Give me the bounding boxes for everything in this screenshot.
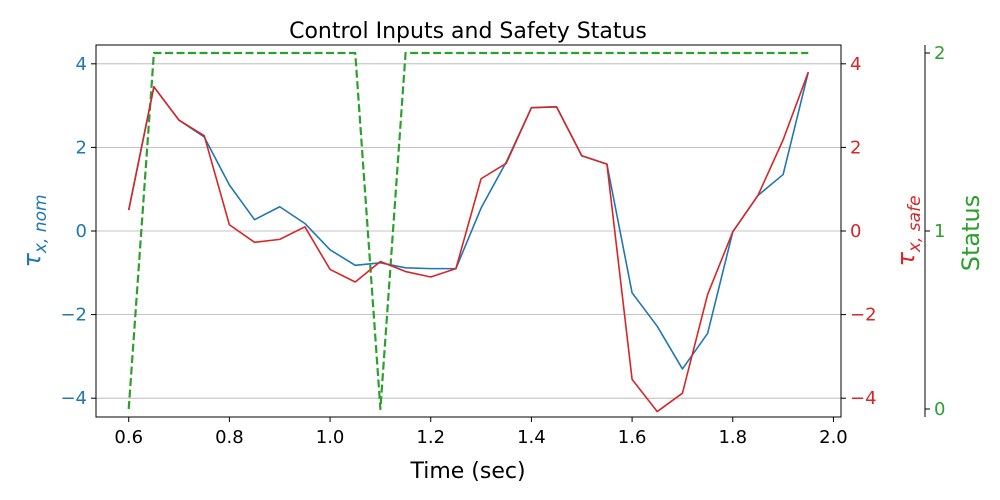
left-tick-label: 4 (76, 54, 87, 75)
status-tick-label: 0 (934, 399, 945, 420)
status-tick-label: 2 (934, 43, 945, 64)
grid-lines (96, 63, 841, 399)
x-tick-label: 1.2 (416, 427, 445, 448)
right-tick-label: −2 (850, 305, 877, 326)
chart-title: Control Inputs and Safety Status (289, 19, 647, 44)
left-tick-label: −4 (60, 388, 87, 409)
status-axis-ticks: 0 1 2 (925, 43, 945, 420)
x-axis-label: Time (sec) (409, 459, 525, 484)
series-line-nom (127, 71, 810, 370)
series-line-status (127, 51, 809, 411)
left-axis-label: τx, nom (18, 194, 51, 267)
right-tick-label: 4 (850, 54, 861, 75)
status-axis-label: Status (957, 195, 985, 271)
svg-text:τx, safe: τx, safe (892, 195, 925, 266)
left-axis-ticks: −4 −2 0 2 4 (60, 54, 96, 409)
right-tick-label: 0 (850, 221, 861, 242)
status-axis-label-text: Status (957, 195, 985, 271)
left-axis-label-sub: x, nom (31, 194, 51, 254)
right-axis-label: τx, safe (892, 195, 925, 266)
left-tick-label: −2 (60, 305, 87, 326)
right-axis-label-sub: x, safe (905, 195, 925, 253)
x-tick-label: 0.6 (114, 427, 143, 448)
right-tick-label: −4 (850, 388, 877, 409)
x-tick-label: 1.8 (718, 427, 747, 448)
status-tick-label: 1 (934, 221, 945, 242)
x-axis-ticks: 0.6 0.8 1.0 1.2 1.4 1.6 1.8 2.0 (114, 417, 848, 448)
x-tick-label: 1.0 (316, 427, 345, 448)
x-tick-label: 0.8 (215, 427, 244, 448)
series-line-safe (127, 71, 810, 413)
right-axis-ticks: −4 −2 0 2 4 (841, 54, 877, 409)
right-axis-label-base: τ (892, 252, 920, 267)
series-layer (127, 51, 810, 413)
x-tick-label: 2.0 (819, 427, 848, 448)
svg-text:τx, nom: τx, nom (18, 194, 51, 267)
x-tick-label: 1.4 (517, 427, 546, 448)
left-axis-label-base: τ (18, 253, 46, 268)
left-tick-label: 2 (76, 137, 87, 158)
left-tick-label: 0 (76, 221, 87, 242)
right-tick-label: 2 (850, 137, 861, 158)
x-tick-label: 1.6 (618, 427, 647, 448)
